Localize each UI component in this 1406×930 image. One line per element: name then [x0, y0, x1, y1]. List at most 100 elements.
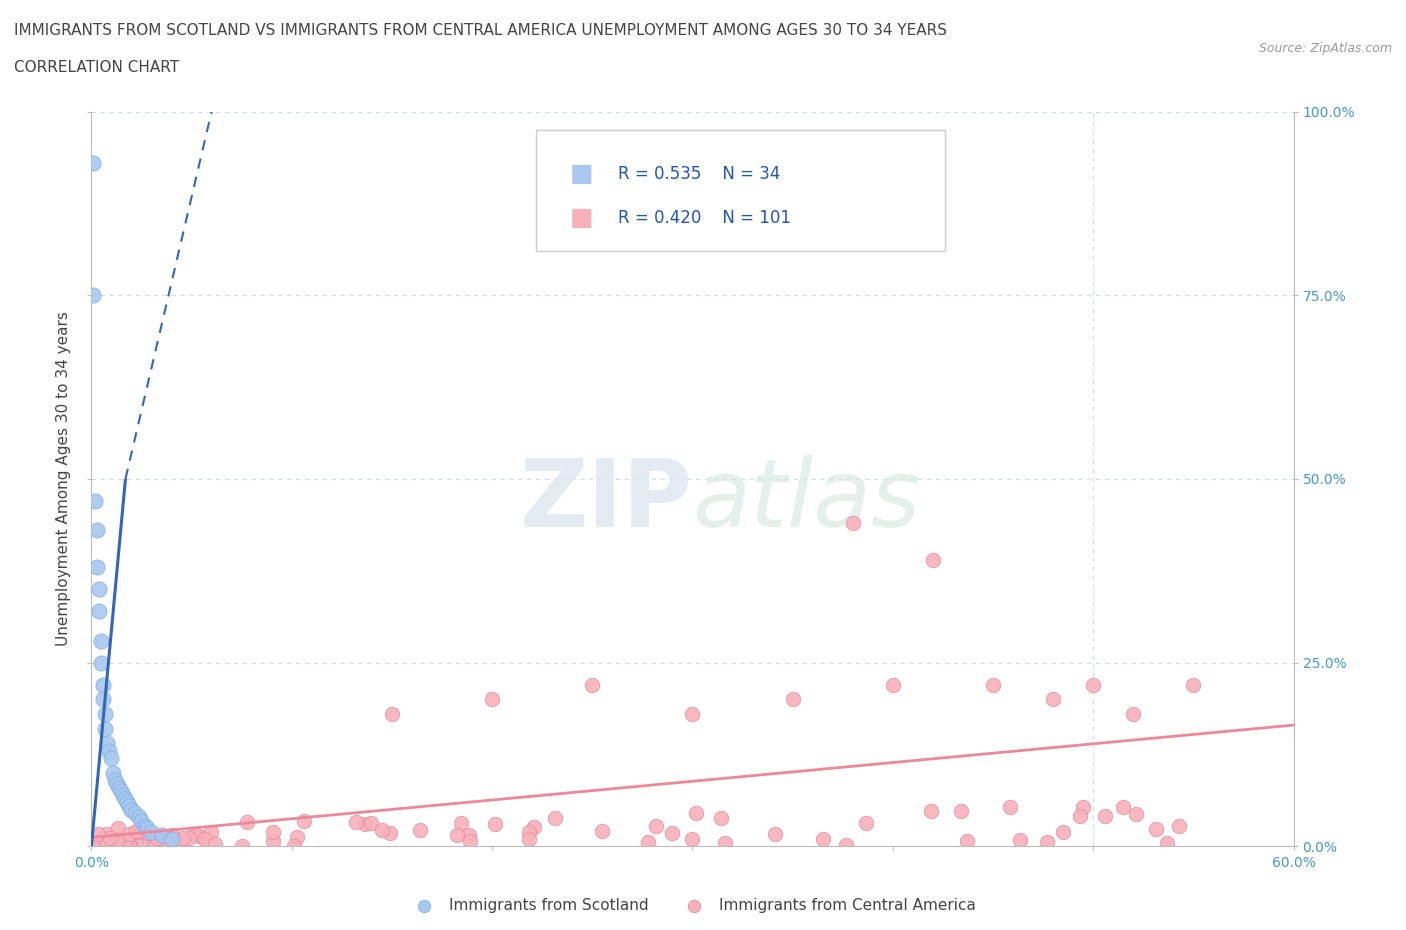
Point	[82, 155, 104, 170]
Point	[107, 777, 129, 791]
Point	[118, 826, 141, 841]
Point	[131, 813, 153, 828]
Point	[981, 677, 1004, 692]
Point	[446, 828, 468, 843]
Text: atlas: atlas	[692, 456, 921, 547]
Point	[920, 804, 942, 818]
Y-axis label: Unemployment Among Ages 30 to 34 years: Unemployment Among Ages 30 to 34 years	[56, 312, 72, 646]
Point	[204, 837, 226, 852]
FancyBboxPatch shape	[536, 130, 945, 251]
Point	[236, 815, 259, 830]
Point	[86, 523, 108, 538]
Point	[283, 839, 305, 854]
Point	[141, 824, 163, 839]
Point	[146, 830, 169, 844]
Point	[681, 831, 703, 846]
Point	[90, 633, 112, 648]
Point	[710, 811, 733, 826]
Text: Source: ZipAtlas.com: Source: ZipAtlas.com	[1258, 42, 1392, 55]
Point	[94, 707, 117, 722]
Point	[285, 830, 308, 844]
Point	[100, 751, 122, 765]
Legend: Immigrants from Scotland, Immigrants from Central America: Immigrants from Scotland, Immigrants fro…	[404, 892, 981, 920]
Point	[121, 802, 143, 817]
Point	[360, 816, 382, 830]
Point	[544, 810, 567, 825]
Point	[150, 828, 173, 843]
Point	[183, 827, 205, 842]
Point	[156, 830, 179, 845]
Point	[114, 791, 136, 806]
Point	[200, 825, 222, 840]
Point	[458, 828, 481, 843]
Point	[84, 494, 107, 509]
Point	[101, 832, 124, 847]
Point	[114, 836, 136, 851]
Point	[98, 830, 121, 845]
Point	[93, 677, 115, 692]
Text: CORRELATION CHART: CORRELATION CHART	[14, 60, 179, 75]
Point	[115, 831, 138, 846]
Point	[450, 816, 472, 830]
Point	[378, 826, 401, 841]
Point	[167, 838, 190, 853]
Point	[841, 515, 863, 530]
Point	[125, 824, 148, 839]
Point	[194, 832, 217, 847]
Point	[922, 552, 945, 567]
Point	[1042, 692, 1064, 707]
Point	[292, 814, 315, 829]
Point	[344, 815, 367, 830]
Point	[645, 818, 668, 833]
Point	[1112, 800, 1135, 815]
Point	[89, 604, 111, 618]
Point	[262, 824, 284, 839]
Point	[89, 831, 111, 846]
Point	[128, 809, 150, 824]
Point	[138, 834, 160, 849]
Point	[103, 765, 125, 780]
Point	[145, 837, 167, 852]
Point	[409, 823, 432, 838]
Point	[136, 820, 159, 835]
Point	[172, 830, 194, 845]
Point	[96, 837, 118, 852]
Point	[124, 805, 146, 820]
Point	[371, 823, 394, 838]
Point	[882, 677, 904, 692]
Point	[127, 824, 149, 839]
Point	[685, 806, 707, 821]
Text: R = 0.420    N = 101: R = 0.420 N = 101	[617, 209, 792, 227]
Point	[110, 784, 132, 799]
Text: R = 0.535    N = 34: R = 0.535 N = 34	[617, 165, 780, 183]
Point	[89, 582, 111, 597]
Point	[184, 827, 207, 842]
Point	[1071, 800, 1094, 815]
Point	[87, 835, 110, 850]
Point	[835, 837, 858, 852]
Point	[1122, 707, 1144, 722]
Point	[1069, 809, 1091, 824]
Text: ■: ■	[569, 206, 593, 230]
Point	[714, 836, 737, 851]
Point	[591, 823, 613, 838]
Point	[191, 830, 214, 844]
Point	[105, 832, 128, 847]
Point	[581, 677, 603, 692]
Point	[93, 692, 115, 707]
Text: ■: ■	[569, 162, 593, 186]
Point	[949, 804, 972, 818]
Point	[855, 816, 877, 830]
Point	[160, 831, 183, 846]
Point	[1052, 825, 1074, 840]
Point	[96, 736, 118, 751]
Point	[104, 773, 127, 788]
Point	[98, 743, 121, 758]
Point	[763, 827, 786, 842]
Point	[86, 560, 108, 575]
Point	[118, 838, 141, 853]
Point	[782, 692, 804, 707]
Point	[160, 828, 183, 843]
Point	[87, 826, 110, 841]
Point	[381, 707, 404, 722]
